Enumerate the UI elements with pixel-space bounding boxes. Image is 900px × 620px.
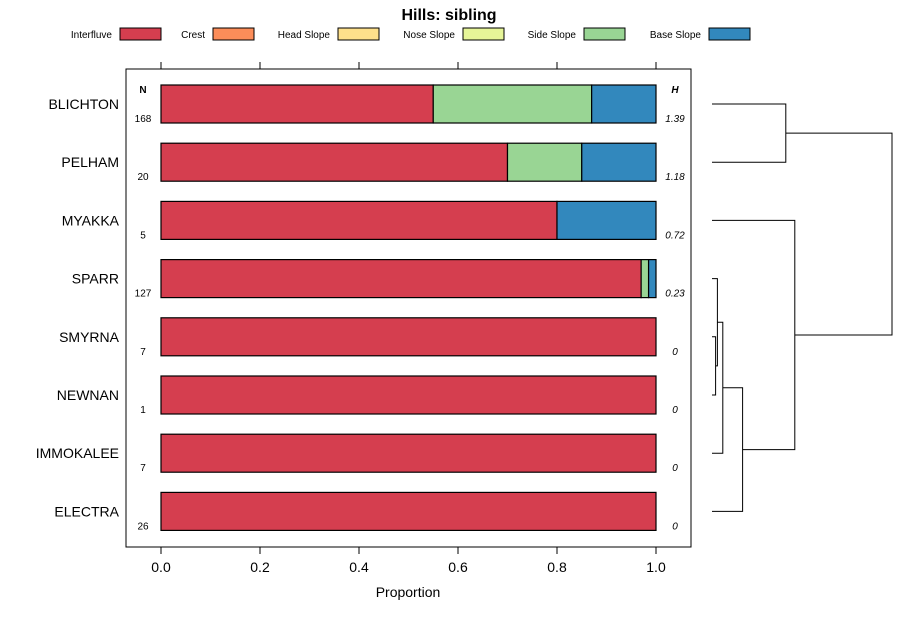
category-label-immokalee: IMMOKALEE — [36, 445, 119, 461]
category-label-sparr: SPARR — [72, 271, 119, 287]
x-axis: 0.0 0.2 0.4 0.6 0.8 1.0 — [151, 62, 666, 575]
h-value-smyrna: 0 — [672, 347, 678, 358]
h-value-immokalee: 0 — [672, 463, 678, 474]
dendrogram-merge-4 — [712, 103, 787, 163]
legend-label-base-slope: Base Slope — [650, 30, 702, 41]
dendrogram — [712, 103, 893, 512]
legend-label-crest: Crest — [181, 30, 205, 41]
bar-blichton-base-slope — [591, 84, 657, 124]
n-value-newnan: 1 — [140, 405, 146, 416]
category-label-blichton: BLICHTON — [48, 96, 119, 112]
category-label-myakka: MYAKKA — [62, 212, 120, 228]
x-tick-label-2: 0.4 — [349, 559, 369, 575]
legend: Interfluve Crest Head Slope Nose Slope Side … — [71, 27, 751, 41]
h-column-header: H — [671, 85, 679, 96]
chart-title: Hills: sibling — [401, 7, 496, 24]
bar-immokalee-interfluve — [160, 433, 657, 473]
dendrogram-merge-0 — [712, 336, 717, 396]
bar-sparr-side-slope — [640, 259, 650, 299]
dendrogram-merge-6 — [785, 132, 893, 336]
legend-swatch-base-slope — [708, 27, 751, 41]
dendrogram-merge-5 — [712, 219, 796, 451]
h-value-blichton: 1.39 — [665, 114, 685, 125]
legend-label-interfluve: Interfluve — [71, 30, 113, 41]
x-tick-label-5: 1.0 — [646, 559, 666, 575]
bar-myakka-base-slope — [556, 200, 657, 240]
h-value-pelham: 1.18 — [665, 172, 685, 183]
n-value-blichton: 168 — [135, 114, 152, 125]
plot-frame — [125, 68, 692, 548]
legend-swatch-side-slope — [583, 27, 626, 41]
category-label-newnan: NEWNAN — [57, 387, 119, 403]
bar-blichton-side-slope — [432, 84, 593, 124]
x-tick-label-3: 0.6 — [448, 559, 468, 575]
n-value-immokalee: 7 — [140, 463, 146, 474]
n-value-smyrna: 7 — [140, 347, 146, 358]
dendrogram-merge-3 — [712, 387, 744, 512]
n-value-myakka: 5 — [140, 230, 146, 241]
legend-swatch-crest — [212, 27, 255, 41]
n-value-sparr: 127 — [135, 289, 152, 300]
legend-label-side-slope: Side Slope — [528, 30, 577, 41]
row-labels: BLICHTON 168 1.39 PELHAM 20 1.18 MYAKKA 5 0.72 SP… — [36, 96, 685, 532]
bar-sparr-interfluve — [160, 259, 642, 299]
legend-swatch-head-slope — [337, 27, 380, 41]
legend-label-nose-slope: Nose Slope — [403, 30, 455, 41]
h-value-electra: 0 — [672, 521, 678, 532]
bar-pelham-base-slope — [581, 142, 657, 182]
dendrogram-merge-1 — [712, 278, 718, 367]
bar-pelham-side-slope — [506, 142, 583, 182]
x-axis-label: Proportion — [376, 584, 441, 600]
n-value-electra: 26 — [137, 521, 149, 532]
x-tick-label-0: 0.0 — [151, 559, 171, 575]
x-tick-label-4: 0.8 — [547, 559, 567, 575]
x-tick-label-1: 0.2 — [250, 559, 270, 575]
bar-sparr-base-slope — [647, 259, 657, 299]
category-label-electra: ELECTRA — [54, 503, 119, 519]
bar-myakka-interfluve — [160, 200, 558, 240]
bar-electra-interfluve — [160, 491, 657, 531]
bar-smyrna-interfluve — [160, 317, 657, 357]
bars — [160, 84, 657, 531]
category-label-pelham: PELHAM — [61, 154, 119, 170]
category-label-smyrna: SMYRNA — [59, 329, 120, 345]
h-value-myakka: 0.72 — [665, 230, 685, 241]
h-value-newnan: 0 — [672, 405, 678, 416]
bar-blichton-interfluve — [160, 84, 434, 124]
bar-pelham-interfluve — [160, 142, 509, 182]
legend-swatch-nose-slope — [462, 27, 505, 41]
bar-newnan-interfluve — [160, 375, 657, 415]
legend-label-head-slope: Head Slope — [278, 30, 331, 41]
legend-swatch-interfluve — [119, 27, 162, 41]
n-value-pelham: 20 — [137, 172, 149, 183]
n-column-header: N — [139, 85, 146, 96]
h-value-sparr: 0.23 — [665, 289, 685, 300]
